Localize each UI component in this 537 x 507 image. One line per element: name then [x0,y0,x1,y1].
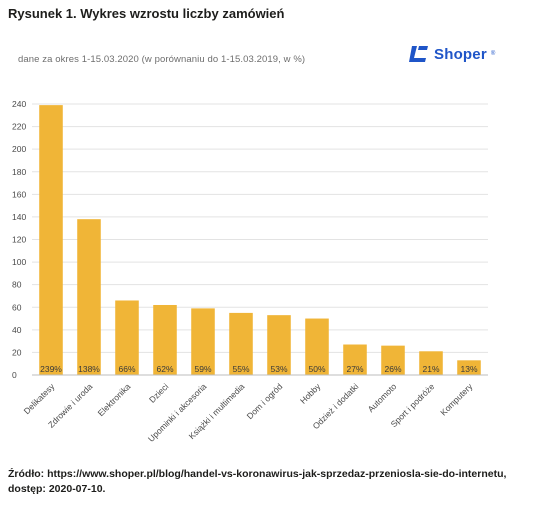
y-tick-label: 140 [12,212,26,222]
bar [343,344,367,375]
y-tick-label: 220 [12,122,26,132]
logo-registered-mark: ® [490,51,496,57]
bar-value-label: 62% [156,364,173,374]
bar [77,219,101,375]
category-label: Dom i ogród [245,381,285,421]
bar [191,308,215,375]
bar [419,351,443,375]
bar [153,304,177,375]
y-tick-label: 240 [12,99,26,109]
bar-value-label: 55% [232,364,249,374]
y-tick-label: 100 [12,257,26,267]
category-label: Automoto [366,381,399,414]
category-label: Hobby [298,381,323,406]
y-tick-label: 120 [12,235,26,245]
category-label: Dzieci [147,381,171,405]
bar [39,105,63,376]
chart-area: dane za okres 1-15.03.2020 (w porównaniu… [0,32,537,452]
y-tick-label: 200 [12,144,26,154]
bar-value-label: 13% [460,364,477,374]
bar-value-label: 66% [118,364,135,374]
bar-chart: 0 20 40 60 80 100 120 140 160 180 200 220 240 239% Del… [12,99,488,444]
category-label: Komputery [438,381,475,418]
bar-value-label: 53% [270,364,287,374]
bar [457,360,481,375]
bar-value-label: 59% [194,364,211,374]
bar-value-label: 50% [308,364,325,374]
shoper-logo: Shoper ® [408,40,495,68]
bar [305,318,329,375]
y-tick-label: 160 [12,189,26,199]
y-tick-label: 40 [12,325,22,335]
source-note: Źródło: https://www.shoper.pl/blog/hande… [8,467,528,497]
bar [267,315,291,375]
bar-value-label: 138% [78,364,100,374]
figure-title: Rysunek 1. Wykres wzrostu liczby zamówie… [8,6,285,21]
bar [381,345,405,375]
source-line-1: Źródło: https://www.shoper.pl/blog/hande… [8,468,507,480]
chart-subtitle: dane za okres 1-15.03.2020 (w porównaniu… [18,54,306,65]
bar-value-label: 26% [384,364,401,374]
y-tick-label: 0 [12,370,17,380]
bar-value-label: 239% [40,364,62,374]
bar-value-label: 21% [422,364,439,374]
category-label: Delikatesy [22,381,57,416]
shoper-logo-icon [409,46,428,62]
y-tick-label: 80 [12,280,22,290]
y-tick-label: 20 [12,347,22,357]
category-label: Elektronika [96,381,133,418]
logo-text: Shoper [434,45,487,63]
bar [115,300,139,375]
y-tick-label: 180 [12,167,26,177]
bar [229,312,253,375]
bar-value-label: 27% [346,364,363,374]
y-tick-label: 60 [12,302,22,312]
source-line-2: dostęp: 2020-07-10. [8,483,106,495]
